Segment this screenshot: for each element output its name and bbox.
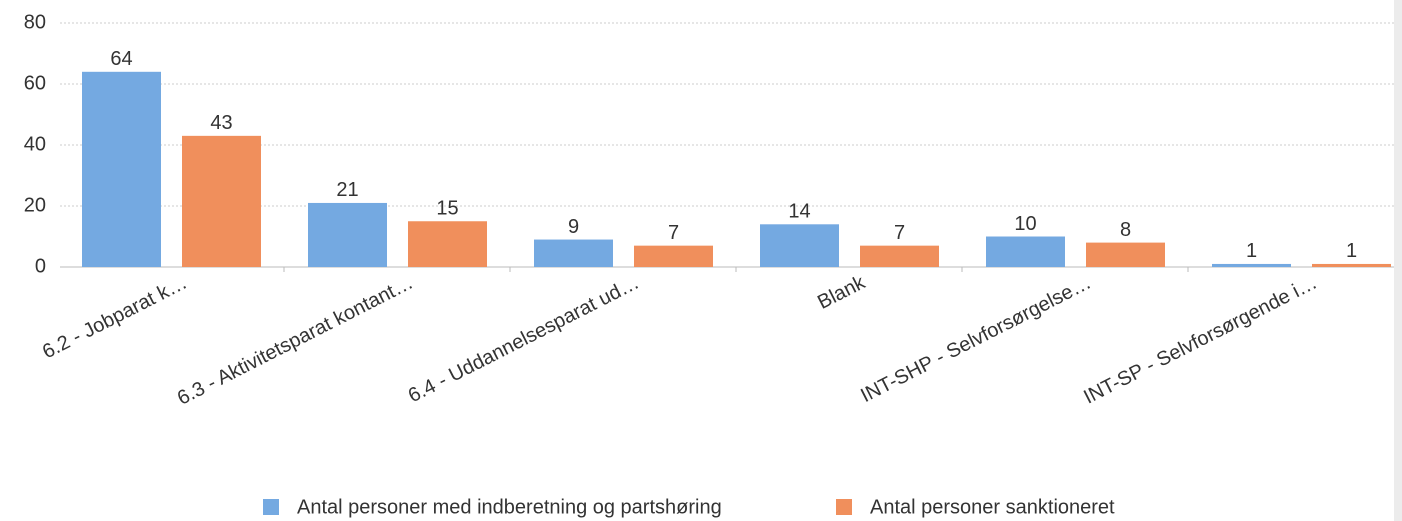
bar xyxy=(1312,263,1391,267)
x-tick-label: INT-SHP - Selvforsørgelse… xyxy=(857,272,1094,407)
value-label: 14 xyxy=(788,201,810,223)
y-tick-label: 40 xyxy=(24,133,46,155)
bar xyxy=(986,236,1065,267)
bar xyxy=(308,202,387,267)
value-label: 43 xyxy=(210,112,232,134)
x-tick-label: 6.2 - Jobparat k… xyxy=(39,272,191,364)
bar xyxy=(634,245,713,267)
value-label: 64 xyxy=(110,48,132,70)
value-label: 1 xyxy=(1346,240,1357,262)
legend-swatch xyxy=(263,499,279,515)
y-tick-label: 80 xyxy=(24,11,46,33)
bar xyxy=(1212,263,1291,267)
value-label: 7 xyxy=(668,222,679,244)
bar xyxy=(534,239,613,267)
bar xyxy=(82,71,161,267)
bar xyxy=(860,245,939,267)
y-tick-label: 60 xyxy=(24,72,46,94)
value-label: 1 xyxy=(1246,240,1257,262)
x-tick-label: 6.3 - Aktivitetsparat kontant… xyxy=(174,272,417,410)
legend-swatch xyxy=(836,499,852,515)
bar xyxy=(1086,242,1165,267)
value-label: 15 xyxy=(436,198,458,220)
value-label: 10 xyxy=(1014,213,1036,235)
bar xyxy=(760,224,839,267)
legend-label: Antal personer sanktioneret xyxy=(870,496,1115,518)
value-label: 8 xyxy=(1120,219,1131,241)
x-tick-label: INT-SP - Selvforsørgende i… xyxy=(1080,272,1320,409)
value-label: 21 xyxy=(336,179,358,201)
y-tick-label: 20 xyxy=(24,194,46,216)
bar xyxy=(182,135,261,267)
bar xyxy=(408,221,487,267)
frame-edge xyxy=(1394,0,1402,521)
y-tick-label: 0 xyxy=(35,255,46,277)
value-label: 9 xyxy=(568,216,579,238)
value-label: 7 xyxy=(894,222,905,244)
x-tick-label: Blank xyxy=(814,271,869,314)
x-tick-label: 6.4 - Uddannelsesparat ud… xyxy=(405,272,643,408)
legend-label: Antal personer med indberetning og parts… xyxy=(297,496,722,518)
